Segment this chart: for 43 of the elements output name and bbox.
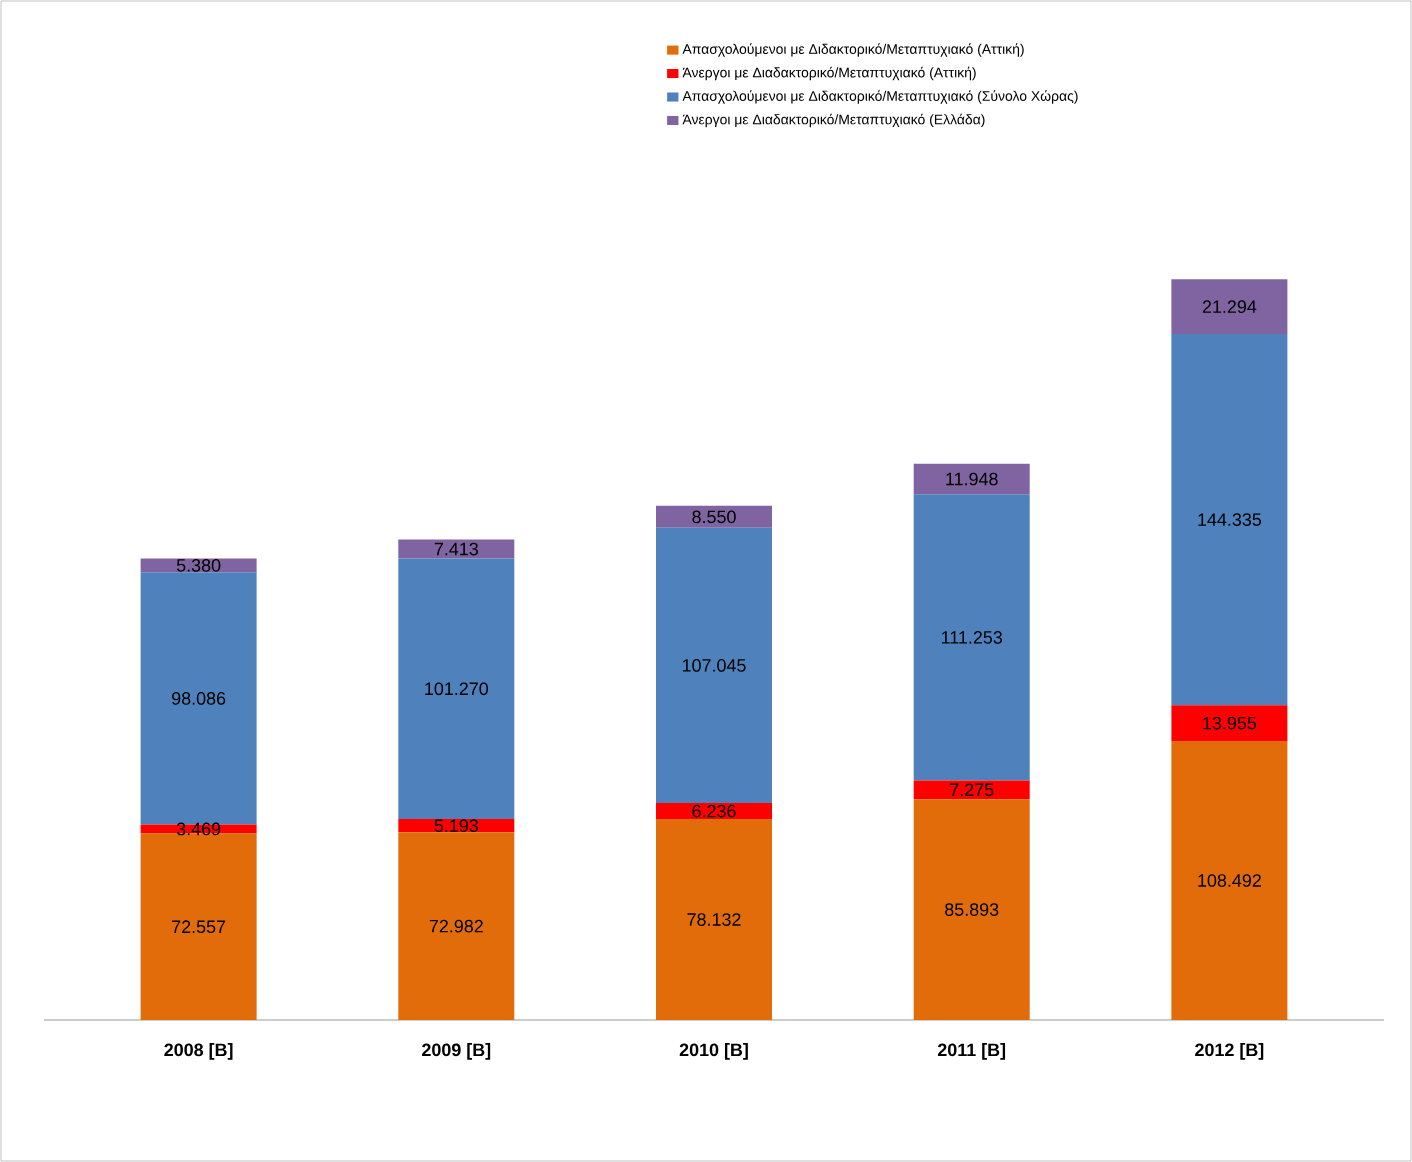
bar (140, 833, 257, 1020)
data-label: 111.253 (942, 631, 1002, 644)
data-label: 3.469 (176, 822, 221, 836)
data-label: 101.270 (425, 682, 489, 696)
bar (140, 572, 257, 825)
x-tick-label: 2012 [Β] (1195, 1043, 1264, 1060)
data-label: 5.380 (176, 559, 221, 572)
data-label: 13.955 (1203, 716, 1257, 730)
x-tick-label: 2009 [Β] (422, 1043, 491, 1060)
data-label: 72.982 (429, 919, 483, 933)
bar (656, 505, 773, 528)
data-label: 108.492 (1198, 874, 1261, 887)
data-label: 11.948 (946, 472, 998, 486)
bar (656, 803, 773, 820)
x-tick-label: 2010 [Β] (679, 1043, 748, 1060)
bar (398, 539, 515, 559)
x-tick-label: 2008 [Β] (164, 1043, 233, 1060)
data-label: 5.193 (434, 819, 478, 833)
bar (913, 780, 1030, 800)
bar (1171, 705, 1288, 742)
data-label: 7.275 (950, 783, 994, 797)
bar (140, 558, 257, 573)
data-label: 144.335 (1198, 513, 1262, 526)
data-label: 107.045 (682, 659, 746, 672)
bar (656, 527, 773, 804)
bar (1171, 279, 1288, 334)
data-label: 21.294 (1202, 300, 1257, 313)
bar (1171, 334, 1288, 706)
bar (656, 819, 773, 1020)
bar (398, 558, 515, 819)
data-label: 7.413 (434, 542, 478, 556)
x-tick-label: 2011 [Β] (937, 1043, 1006, 1060)
data-label: 98.086 (172, 692, 226, 705)
data-label: 72.557 (172, 920, 226, 934)
bar (398, 832, 515, 1020)
data-label: 8.550 (692, 510, 736, 524)
data-label: 85.893 (945, 903, 999, 916)
bar (913, 463, 1030, 495)
bar (913, 799, 1030, 1020)
bar (1171, 741, 1288, 1020)
bar (913, 494, 1030, 781)
data-label: 6.236 (692, 804, 736, 818)
data-label: 78.132 (687, 913, 741, 926)
